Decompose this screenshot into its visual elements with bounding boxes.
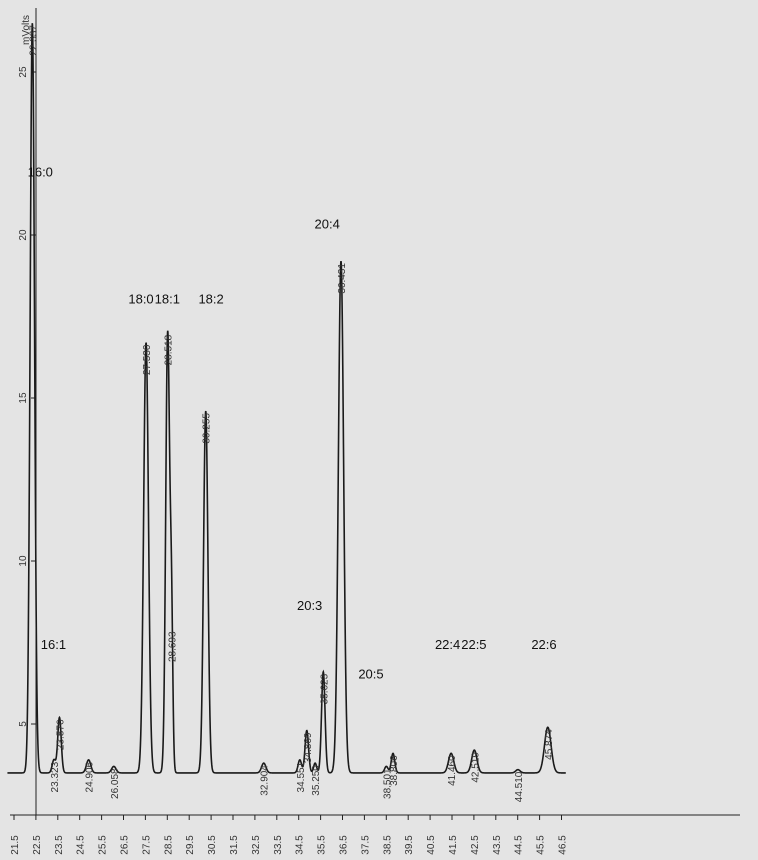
y-tick-label: 25 xyxy=(18,66,29,78)
x-tick-label: 27.5 xyxy=(141,835,152,855)
x-tick-label: 36.5 xyxy=(339,835,350,855)
peak-rt-label: 23.576 xyxy=(55,719,66,750)
peak-rt-label: 28.518 xyxy=(164,334,175,365)
peak-rt-label: 36.431 xyxy=(337,263,348,294)
peak-rt-label: 23.323 xyxy=(50,761,61,792)
lipid-label: 22:6 xyxy=(531,637,556,652)
peak-rt-label: 34.551 xyxy=(296,761,307,792)
x-tick-label: 21.5 xyxy=(10,835,21,855)
x-tick-label: 22.5 xyxy=(32,835,43,855)
y-tick-label: 5 xyxy=(18,721,29,727)
x-tick-label: 43.5 xyxy=(492,835,503,855)
lipid-label: 18:0 xyxy=(128,291,153,306)
x-tick-label: 45.5 xyxy=(536,835,547,855)
x-tick-label: 46.5 xyxy=(558,835,569,855)
x-tick-label: 40.5 xyxy=(426,835,437,855)
peak-rt-label: 38.806 xyxy=(389,755,400,786)
x-tick-label: 32.5 xyxy=(251,835,262,855)
y-tick-label: 20 xyxy=(18,229,29,241)
x-tick-label: 30.5 xyxy=(207,835,218,855)
lipid-label: 18:1 xyxy=(155,291,180,306)
lipid-label: 16:0 xyxy=(28,164,53,179)
y-axis-title: mVolts xyxy=(21,15,32,45)
peak-retention-labels: 22.337 23.323 23.576 24.906 26.058 27.530 28.5… xyxy=(28,25,554,803)
peak-rt-label: 41.460 xyxy=(447,755,458,786)
peak-rt-label: 28.693 xyxy=(168,631,179,662)
x-tick-label: 26.5 xyxy=(120,835,131,855)
peak-rt-label: 35.250 xyxy=(311,765,322,796)
x-tick-label: 28.5 xyxy=(163,835,174,855)
peak-rt-label: 45.874 xyxy=(544,729,555,760)
peak-rt-label: 27.530 xyxy=(142,344,153,375)
x-tick-label: 25.5 xyxy=(98,835,109,855)
x-tick-label: 42.5 xyxy=(470,835,481,855)
lipid-label: 20:5 xyxy=(358,666,383,681)
x-tick-label: 41.5 xyxy=(448,835,459,855)
peak-rt-label: 34.869 xyxy=(303,732,314,763)
lipid-label: 20:4 xyxy=(315,216,340,231)
x-tick-label: 23.5 xyxy=(54,835,65,855)
peak-rt-label: 22.337 xyxy=(28,25,39,56)
peak-rt-label: 32.904 xyxy=(260,765,271,796)
peak-rt-label: 26.058 xyxy=(110,768,121,799)
x-tick-label: 39.5 xyxy=(404,835,415,855)
x-tick-label: 24.5 xyxy=(76,835,87,855)
x-tick-label: 38.5 xyxy=(382,835,393,855)
x-tick-label: 44.5 xyxy=(514,835,525,855)
peak-rt-label: 44.510 xyxy=(514,771,525,802)
axes: mVolts xyxy=(10,8,740,816)
lipid-label: 20:3 xyxy=(297,598,322,613)
lipid-label: 18:2 xyxy=(198,291,223,306)
x-tick-label: 35.5 xyxy=(317,835,328,855)
x-tick-label: 34.5 xyxy=(295,835,306,855)
x-tick-label: 33.5 xyxy=(273,835,284,855)
lipid-annotations: 16:0 16:1 18:0 18:1 18:2 20:3 20:4 20:5 22:4 22:5… xyxy=(28,164,557,681)
lipid-label: 22:4 xyxy=(435,637,460,652)
peak-rt-label: 30.255 xyxy=(202,413,213,444)
peak-rt-label: 35.623 xyxy=(319,673,330,704)
peak-rt-label: 42.519 xyxy=(470,752,481,783)
x-tick-label: 37.5 xyxy=(360,835,371,855)
x-tick-label: 31.5 xyxy=(229,835,240,855)
y-tick-label: 15 xyxy=(18,392,29,404)
peak-rt-label: 24.906 xyxy=(85,761,96,792)
peak-rt-label: 38.501 xyxy=(382,768,393,799)
y-tick-label: 10 xyxy=(18,555,29,567)
x-tick-label: 29.5 xyxy=(185,835,196,855)
lipid-label: 22:5 xyxy=(461,637,486,652)
lipid-label: 16:1 xyxy=(41,637,66,652)
x-ticks: 21.5 22.5 23.5 24.5 25.5 26.5 27.5 28.5 29.5 30.5… xyxy=(10,815,569,855)
chromatogram-trace xyxy=(7,23,566,774)
